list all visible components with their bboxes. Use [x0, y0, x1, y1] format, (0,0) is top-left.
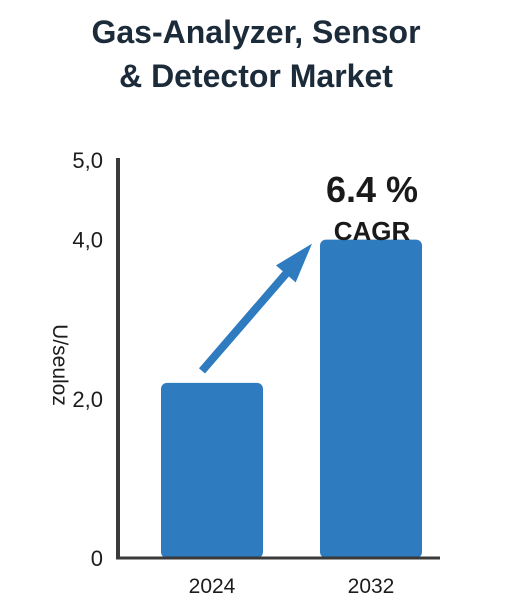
chart-title-line-2: & Detector Market [119, 58, 393, 94]
chart-title-line-1: Gas-Analyzer, Sensor [91, 14, 421, 50]
bar-2024 [161, 382, 263, 558]
chart-title: Gas-Analyzer, Sensor & Detector Market [0, 10, 512, 98]
axes [116, 158, 440, 560]
cagr-label: CAGR [334, 216, 411, 246]
growth-arrow-shape [199, 243, 312, 374]
y-axis-ticks: 0 2,0 4,0 5,0 [72, 148, 103, 571]
bars [161, 239, 422, 558]
y-tick-label: 2,0 [72, 387, 103, 412]
y-tick-label: 4,0 [72, 228, 103, 253]
x-tick-label: 2024 [189, 575, 236, 598]
cagr-value: 6.4 % [326, 169, 418, 210]
y-tick-label: 5,0 [72, 148, 103, 173]
bar-2032 [320, 239, 422, 558]
x-tick-label: 2032 [348, 575, 395, 598]
y-axis-label: U/seuloz [48, 324, 71, 406]
growth-arrow [199, 243, 312, 374]
y-tick-label: 0 [91, 546, 103, 571]
x-axis-ticks: 2024 2032 [189, 575, 395, 598]
